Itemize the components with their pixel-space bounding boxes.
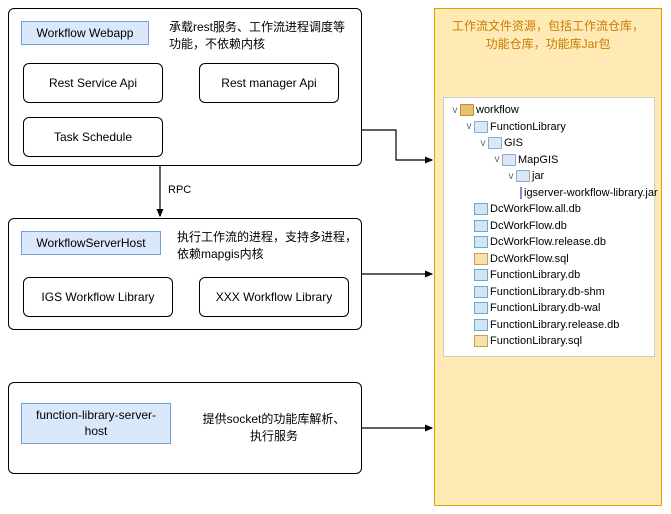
tree-row: FunctionLibrary.release.db [446,317,652,334]
tree-label: DcWorkFlow.all.db [490,201,581,218]
box2-title: WorkflowServerHost [36,236,145,250]
right-title: 工作流文件资源，包括工作流仓库，功能仓库，功能库Jar包 [435,9,661,61]
box-function-library-server-host: function-library-server-host 提供socket的功能… [8,382,362,474]
box3-desc: 提供socket的功能库解析、执行服务 [199,411,349,445]
box1-item2-label: Task Schedule [54,130,132,144]
tree-label: DcWorkFlow.sql [490,251,569,268]
tree-label: FunctionLibrary.release.db [490,317,619,334]
tree-label: igserver-workflow-library.jar [524,185,658,202]
tree-row: FunctionLibrary.db-shm [446,284,652,301]
tree-folder-open-icon [474,121,488,133]
tree-folder-open-icon [516,170,530,182]
tree-row: v FunctionLibrary [446,119,652,136]
box2-item-igs-workflow-library: IGS Workflow Library [23,277,173,317]
tree-row: v GIS [446,135,652,152]
tree-jar-icon [520,187,522,199]
box3-title: function-library-server-host [36,408,156,438]
tree-label: GIS [504,135,523,152]
tree-folder-open-icon [502,154,516,166]
tree-label: FunctionLibrary.db-wal [490,300,600,317]
tree-db-icon [474,319,488,331]
tree-twisty-icon: v [492,152,502,167]
tree-row: v jar [446,168,652,185]
box1-title: Workflow Webapp [37,26,134,40]
tree-twisty-icon: v [450,103,460,118]
tree-twisty-icon: v [478,136,488,151]
tree-db-icon [474,220,488,232]
rpc-label: RPC [168,184,191,196]
box3-title-chip: function-library-server-host [21,403,171,444]
box1-item-rest-manager-api: Rest manager Api [199,63,339,103]
tree-row: FunctionLibrary.sql [446,333,652,350]
tree-label: FunctionLibrary.sql [490,333,582,350]
tree-row: FunctionLibrary.db [446,267,652,284]
tree-row: igserver-workflow-library.jar [446,185,652,202]
tree-label: jar [532,168,544,185]
tree-row: DcWorkFlow.sql [446,251,652,268]
file-tree: vworkflowvFunctionLibraryvGISvMapGISvjar… [443,97,655,357]
tree-label: FunctionLibrary.db-shm [490,284,605,301]
tree-row: v workflow [446,102,652,119]
tree-row: DcWorkFlow.all.db [446,201,652,218]
tree-db-icon [474,269,488,281]
box1-item1-label: Rest manager Api [221,76,316,90]
box1-title-chip: Workflow Webapp [21,21,149,45]
box1-desc: 承载rest服务、工作流进程调度等功能，不依赖内核 [169,19,349,53]
box-workflow-webapp: Workflow Webapp 承载rest服务、工作流进程调度等功能，不依赖内… [8,8,362,166]
box2-title-chip: WorkflowServerHost [21,231,161,255]
box1-item-rest-service-api: Rest Service Api [23,63,163,103]
tree-twisty-icon: v [506,169,516,184]
tree-label: MapGIS [518,152,558,169]
box2-item-xxx-workflow-library: XXX Workflow Library [199,277,349,317]
tree-label: DcWorkFlow.db [490,218,567,235]
box1-item-task-schedule: Task Schedule [23,117,163,157]
tree-row: DcWorkFlow.release.db [446,234,652,251]
tree-db-icon [474,286,488,298]
box2-desc: 执行工作流的进程，支持多进程，依赖mapgis内核 [177,229,357,263]
tree-folder-icon [460,104,474,116]
tree-db-icon [474,203,488,215]
tree-sql-icon [474,335,488,347]
tree-db-icon [474,302,488,314]
right-resource-panel: 工作流文件资源，包括工作流仓库，功能仓库，功能库Jar包 vworkflowvF… [434,8,662,506]
tree-row: FunctionLibrary.db-wal [446,300,652,317]
tree-label: DcWorkFlow.release.db [490,234,606,251]
tree-label: FunctionLibrary.db [490,267,580,284]
box2-item1-label: XXX Workflow Library [216,290,332,304]
tree-sql-icon [474,253,488,265]
tree-row: DcWorkFlow.db [446,218,652,235]
box1-item0-label: Rest Service Api [49,76,137,90]
tree-twisty-icon: v [464,119,474,134]
tree-label: FunctionLibrary [490,119,566,136]
box2-item0-label: IGS Workflow Library [41,290,154,304]
tree-row: v MapGIS [446,152,652,169]
tree-folder-open-icon [488,137,502,149]
tree-db-icon [474,236,488,248]
tree-label: workflow [476,102,519,119]
box-workflow-server-host: WorkflowServerHost 执行工作流的进程，支持多进程，依赖mapg… [8,218,362,330]
